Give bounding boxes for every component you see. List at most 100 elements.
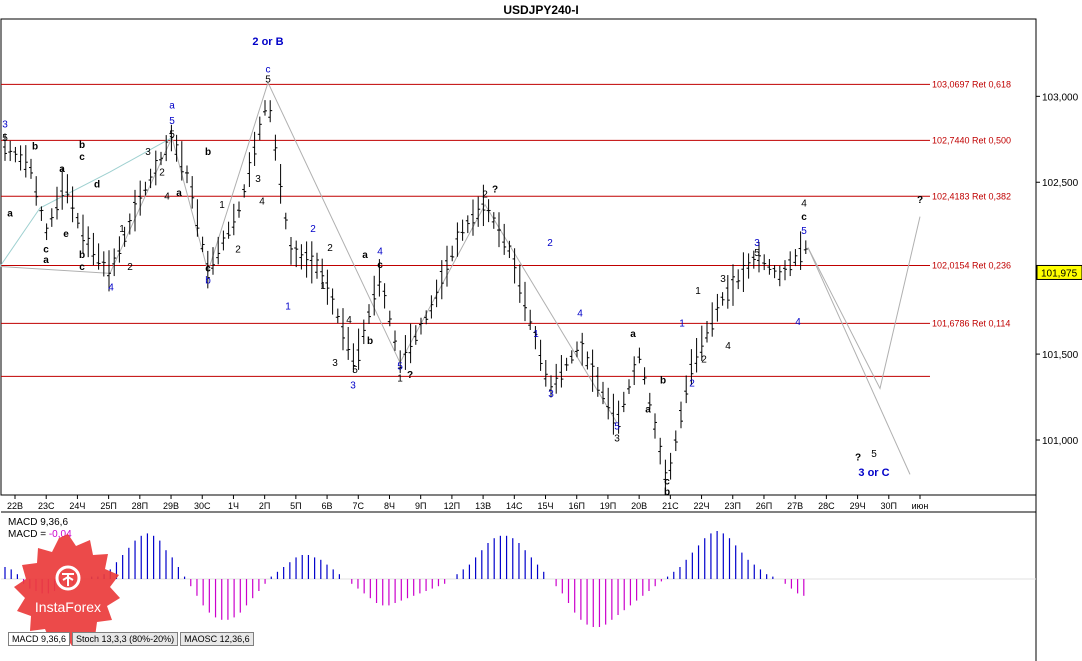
- price-bar: [278, 164, 283, 204]
- wave-label: a: [43, 255, 49, 266]
- price-bar: [419, 317, 423, 335]
- price-bar: [242, 184, 247, 198]
- price-bar: [751, 250, 756, 269]
- wave-label: 3: [754, 238, 760, 249]
- price-bar: [471, 199, 475, 236]
- x-tick-label: 22В: [7, 501, 23, 511]
- channel-line: [0, 137, 173, 267]
- wave-label: 5: [265, 75, 271, 86]
- wave-label: 1: [320, 281, 326, 292]
- wave-label: 5: [614, 422, 620, 433]
- x-tick-label: 13В: [475, 501, 491, 511]
- price-bar: [133, 189, 137, 232]
- price-bar: [107, 250, 111, 292]
- macd-label: MACD 9,36,6: [8, 517, 68, 528]
- price-bar: [393, 330, 397, 351]
- price-bar: [632, 356, 637, 386]
- price-bar: [325, 269, 330, 305]
- price-bar: [413, 325, 418, 345]
- price-bar: [49, 208, 54, 227]
- price-bar: [455, 222, 460, 257]
- price-bar: [367, 304, 371, 324]
- price-bar: [346, 326, 351, 360]
- tab-stoch[interactable]: Stoch 13,3,3 (80%-20%): [72, 632, 179, 646]
- fib-label: 101,6786 Ret 0,114: [932, 318, 1010, 328]
- wave-label: 2: [310, 224, 316, 235]
- price-bar: [237, 201, 241, 218]
- price-bar: [746, 253, 751, 279]
- price-bar: [481, 184, 486, 227]
- price-bar: [549, 375, 553, 398]
- wave-label: c: [801, 212, 807, 223]
- indicator-tabs: MACD 9,36,6 Stoch 13,3,3 (80%-20%) MAOSC…: [8, 632, 254, 646]
- time-axis: 22В 23С 24Ч 25П 28П 29В 30С 1Ч 2П 5П 6В 7С 8Ч 9П 12П 13…: [7, 495, 928, 511]
- price-bars: [3, 100, 808, 493]
- wave-label: 2 or B: [252, 36, 283, 48]
- tab-macd[interactable]: MACD 9,36,6: [8, 632, 71, 646]
- price-bar: [96, 243, 101, 270]
- price-bar: [138, 180, 143, 216]
- x-tick-label: 21С: [662, 501, 679, 511]
- wave-label: 1: [219, 200, 225, 211]
- current-price-box: [1036, 264, 1082, 280]
- price-bar: [621, 391, 626, 413]
- price-bar: [75, 212, 80, 229]
- x-tick-label: 28С: [818, 501, 835, 511]
- price-bar: [221, 230, 226, 251]
- price-bar: [595, 367, 600, 397]
- price-bar: [434, 279, 439, 308]
- wave-label: 3: [720, 274, 726, 285]
- price-bar: [304, 241, 309, 278]
- x-tick-label: 28П: [132, 501, 148, 511]
- wave-label: 3: [614, 434, 620, 445]
- price-bar: [694, 338, 699, 373]
- wave-label: 4: [577, 308, 583, 319]
- macd-histogram: [1, 531, 1036, 627]
- wave-label: 2: [327, 243, 333, 254]
- wave-label: 2: [701, 355, 707, 366]
- price-bar: [788, 251, 793, 277]
- price-bar: [523, 281, 527, 322]
- wave-label: 3: [145, 147, 151, 158]
- y-tick-label: 101,500: [1042, 350, 1079, 361]
- price-bar: [512, 248, 517, 284]
- x-tick-label: 23С: [38, 501, 55, 511]
- price-bar: [543, 359, 548, 387]
- price-bar: [439, 260, 444, 300]
- wave-label: c: [79, 152, 85, 163]
- wave-label: 4: [801, 198, 807, 209]
- price-bar: [289, 236, 293, 265]
- price-bar: [710, 302, 715, 337]
- price-bar: [606, 387, 611, 420]
- wave-label: a: [169, 100, 175, 111]
- x-tick-label: 16П: [568, 501, 584, 511]
- price-bar: [517, 264, 522, 303]
- wave-label: ?: [492, 185, 498, 196]
- wave-label: 3: [2, 119, 8, 130]
- fib-label: 102,4183 Ret 0,382: [932, 191, 1011, 201]
- price-bar: [23, 145, 28, 178]
- wave-label: 2: [689, 379, 695, 390]
- price-bar: [767, 258, 772, 275]
- price-bar: [398, 350, 403, 374]
- wave-label: e: [63, 229, 69, 240]
- price-bar: [351, 343, 356, 372]
- x-tick-label: 6В: [322, 501, 333, 511]
- price-bar: [725, 275, 730, 309]
- price-bar: [55, 186, 59, 220]
- macd-value-label: MACD = -0,04: [8, 529, 72, 540]
- price-bar: [757, 241, 761, 273]
- price-bar: [689, 349, 694, 386]
- price-bar: [627, 379, 631, 394]
- wave-label: 5: [801, 226, 807, 237]
- wave-label: b: [79, 250, 85, 261]
- wave-label: 4: [346, 315, 352, 326]
- tab-maosc[interactable]: MAOSC 12,36,6: [180, 632, 254, 646]
- wave-label: b: [660, 375, 666, 386]
- price-bar: [476, 196, 481, 227]
- price-bar: [460, 219, 465, 241]
- x-tick-label: 20В: [631, 501, 647, 511]
- wave-trend-line: [807, 247, 911, 475]
- price-bar: [320, 258, 325, 289]
